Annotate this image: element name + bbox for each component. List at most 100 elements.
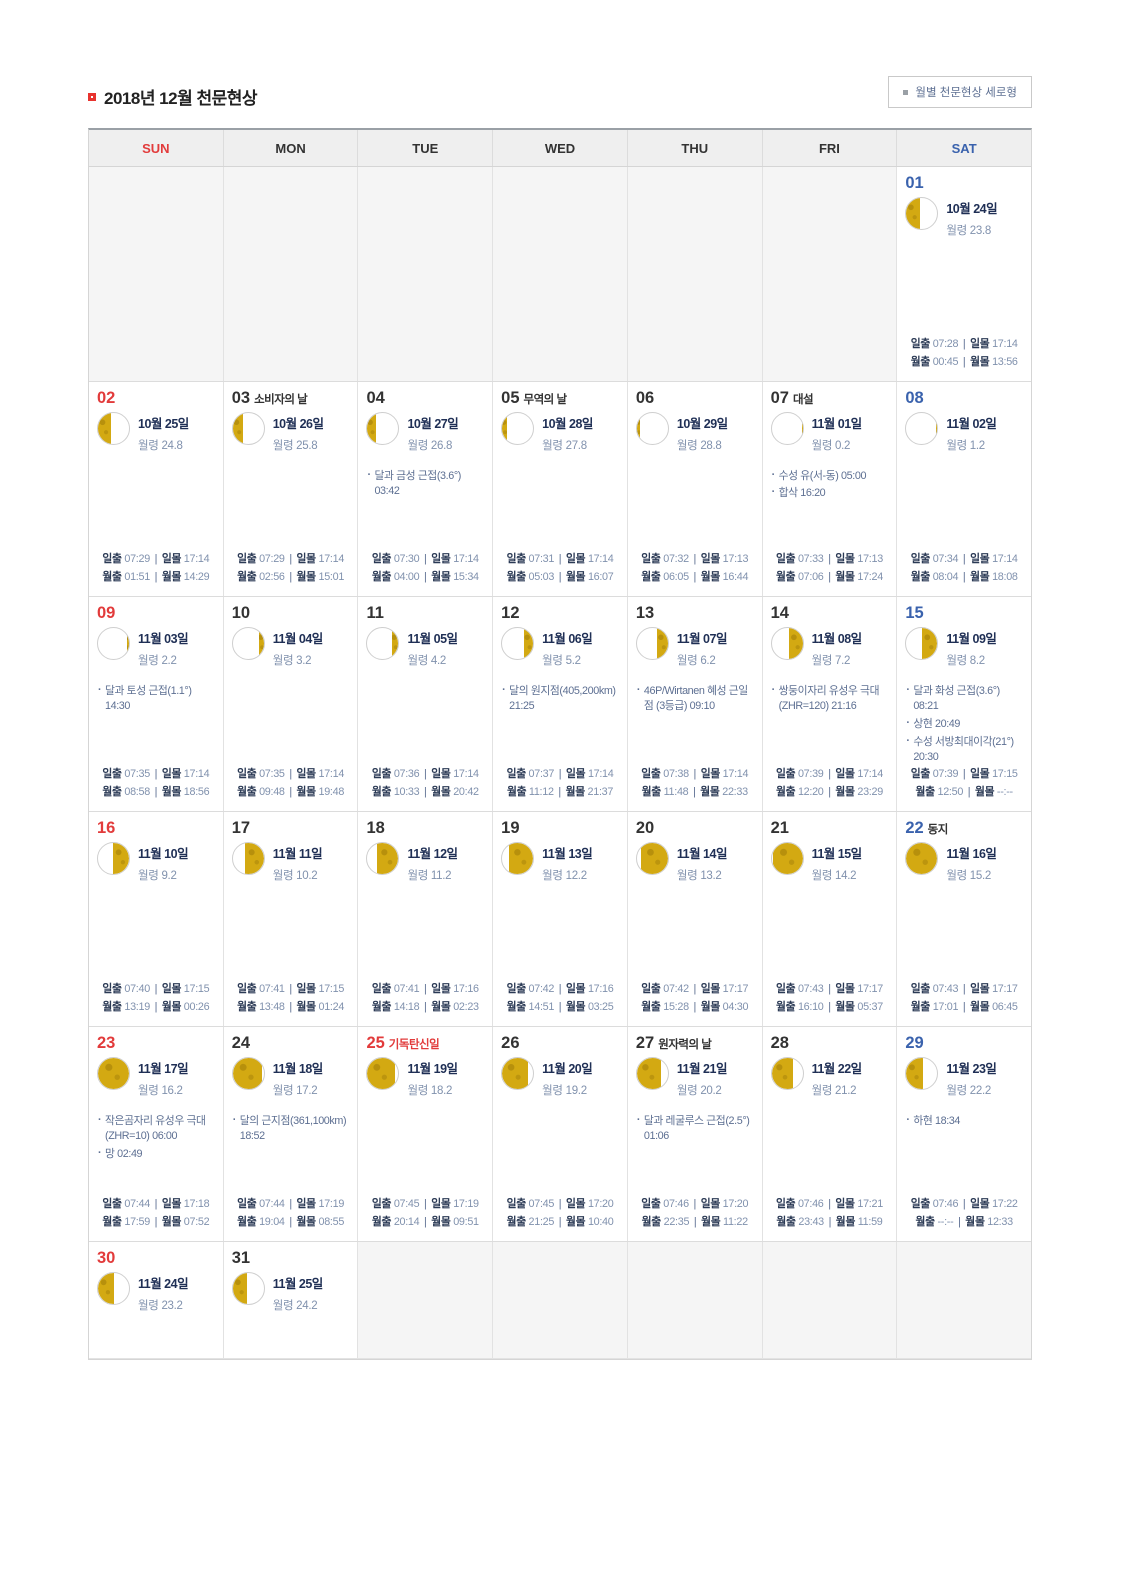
sunset-label: 일몰 [832, 768, 855, 781]
moon-phase-icon [905, 626, 939, 660]
astro-note: 달의 원지점(405,200km) 21:25 [501, 683, 619, 715]
moonset-value: 11:22 [720, 1216, 748, 1229]
sunset-label: 일몰 [967, 983, 990, 996]
moon-lit-area [906, 1057, 924, 1089]
moonset-value: 00:26 [181, 1001, 210, 1014]
day-number: 19 [501, 819, 520, 837]
rise-set-times: 일출 07:38 | 일몰 17:14 월출 11:48 | 월몰 22:33 [628, 766, 762, 802]
calendar-day-cell: 25 기독탄신일 11월 19일 월령 18.2 일출 07:45 | 일몰 17… [357, 1027, 493, 1241]
moonset-label: 월몰 [962, 1216, 985, 1229]
moon-lit-area [906, 197, 921, 229]
sunrise-value: 07:45 [525, 1198, 557, 1211]
astro-note: 달과 레굴루스 근접(2.5°) 01:06 [636, 1113, 754, 1145]
moon-age: 월령 7.2 [811, 654, 851, 667]
moonrise-label: 월출 [641, 571, 661, 584]
monthly-vertical-view-button[interactable]: 월별 천문현상 세로형 [888, 76, 1032, 108]
moonset-label: 월몰 [698, 571, 721, 584]
sunset-label: 일몰 [967, 1198, 990, 1211]
time-separator: | [289, 553, 292, 566]
moon-lit-area [508, 842, 534, 874]
astro-note: 달의 근지점(361,100km) 18:52 [232, 1113, 350, 1145]
lunar-date: 11월 24일 [138, 1276, 189, 1291]
moon-times: 월출 06:05 | 월몰 16:44 [628, 569, 762, 587]
sunset-value: 17:15 [315, 983, 345, 996]
moon-info: 11월 23일 월령 22.2 [946, 1057, 997, 1098]
time-separator: | [558, 983, 562, 996]
sunset-value: 17:14 [450, 768, 479, 781]
moonrise-value: 06:05 [660, 571, 692, 584]
moon-lit-area [636, 1057, 661, 1089]
sunrise-value: 07:33 [795, 553, 827, 566]
moonrise-label: 월출 [102, 571, 122, 584]
sunset-label: 일몰 [159, 768, 182, 781]
sunset-label: 일몰 [159, 983, 182, 996]
sunrise-value: 07:38 [660, 768, 692, 781]
sunrise-value: 07:46 [660, 1198, 692, 1211]
moonset-label: 월몰 [562, 786, 586, 799]
day-number: 17 [231, 819, 251, 837]
day-head: 03 소비자의 날 [232, 389, 350, 408]
moon-info: 10월 25일 월령 24.8 [138, 412, 189, 453]
moon-times: 월출 16:10 | 월몰 05:37 [763, 999, 897, 1017]
moon-times: 월출 11:48 | 월몰 22:33 [628, 784, 762, 802]
moon-age: 월령 6.2 [676, 654, 716, 667]
sunset-value: 17:14 [585, 553, 614, 566]
weekday-header-mon: MON [222, 130, 358, 166]
calendar-day-cell: 14 11월 08일 월령 7.2 쌍둥이자리 유성우 극대 (ZHR=120)… [761, 597, 897, 811]
day-number: 25 [366, 1034, 385, 1052]
sunrise-label: 일출 [506, 768, 527, 781]
sunset-label: 일몰 [293, 1198, 317, 1211]
moon-row: 10월 26일 월령 25.8 [231, 411, 350, 453]
moon-age: 월령 20.2 [676, 1084, 722, 1097]
moonset-value: 13:56 [989, 356, 1018, 369]
moonrise-label: 월출 [371, 786, 392, 799]
moonrise-value: 04:00 [391, 571, 423, 584]
astro-notes: 작은곰자리 유성우 극대 (ZHR=10) 06:00망 02:49 [97, 1113, 215, 1163]
sunset-value: 17:17 [854, 983, 883, 996]
sunrise-label: 일출 [237, 768, 257, 781]
astro-note: 달과 토성 근접(1.1°) 14:30 [97, 683, 215, 715]
lunar-date: 10월 29일 [676, 416, 728, 431]
day-number: 18 [366, 819, 385, 837]
time-separator: | [289, 1216, 292, 1229]
moonrise-label: 월출 [776, 1216, 796, 1229]
weekday-header-wed: WED [492, 130, 627, 166]
time-separator: | [424, 768, 427, 781]
moon-age: 월령 22.2 [946, 1084, 991, 1097]
day-head: 13 [636, 604, 754, 623]
sunset-label: 일몰 [293, 983, 317, 996]
sunrise-label: 일출 [102, 768, 122, 781]
moon-age: 월령 18.2 [407, 1084, 453, 1097]
time-separator: | [154, 983, 158, 996]
calendar-day-cell: 15 11월 09일 월령 8.2 달과 화성 근접(3.6°) 08:21상현… [896, 597, 1032, 811]
moon-row: 11월 10일 월령 9.2 [97, 841, 215, 883]
rise-set-times: 일출 07:40 | 일몰 17:15 월출 13:19 | 월몰 00:26 [89, 981, 223, 1017]
lunar-date: 11월 13일 [542, 846, 593, 861]
moon-lit-area [789, 627, 803, 659]
moon-phase-icon [770, 841, 804, 875]
lunar-date: 10월 25일 [138, 416, 189, 431]
moonset-label: 월몰 [428, 1001, 451, 1014]
moonset-label: 월몰 [563, 571, 586, 584]
sunrise-value: 07:46 [795, 1198, 827, 1211]
moonrise-label: 월출 [371, 1001, 392, 1014]
lunar-date: 11월 05일 [407, 631, 458, 646]
moonrise-label: 월출 [776, 786, 796, 799]
time-separator: | [962, 553, 966, 566]
day-number: 07 [770, 389, 789, 407]
moon-info: 11월 22일 월령 21.2 [812, 1057, 863, 1098]
astro-notes: 달의 원지점(405,200km) 21:25 [501, 683, 619, 715]
time-separator: | [154, 553, 158, 566]
time-separator: | [424, 1216, 427, 1229]
moon-age: 월령 9.2 [138, 869, 177, 882]
rise-set-times: 일출 07:45 | 일몰 17:19 월출 20:14 | 월몰 09:51 [358, 1196, 492, 1232]
page-header: 2018년 12월 천문현상 월별 천문현상 세로형 [88, 76, 1032, 124]
sunset-label: 일몰 [563, 983, 586, 996]
weekday-header-sat: SAT [896, 130, 1031, 166]
weekday-header-thu: THU [626, 130, 762, 166]
time-separator: | [693, 768, 696, 781]
sunrise-label: 일출 [641, 1198, 661, 1211]
moonset-value: 14:29 [181, 571, 210, 584]
time-separator: | [828, 1001, 831, 1014]
time-separator: | [289, 983, 292, 996]
